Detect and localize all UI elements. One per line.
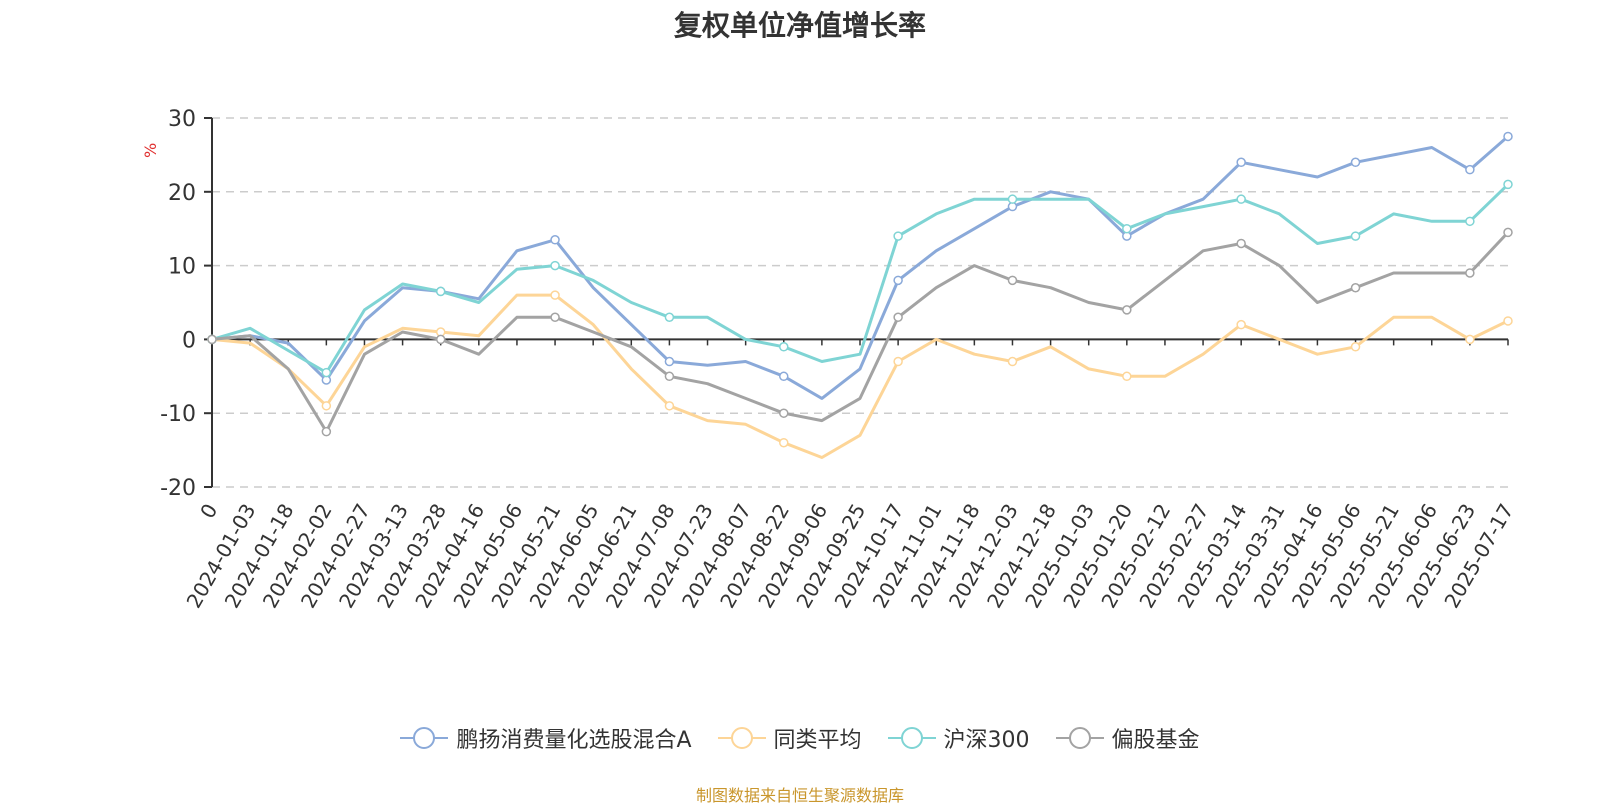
series-point xyxy=(550,260,560,271)
y-tick-label: 10 xyxy=(168,255,196,280)
axes xyxy=(204,117,1509,488)
series-line-1 xyxy=(211,293,1509,459)
series-point xyxy=(321,401,332,411)
series-point xyxy=(664,401,675,411)
y-tick-label: -20 xyxy=(160,476,196,501)
legend-marker-icon xyxy=(717,727,766,749)
series-point xyxy=(893,275,903,286)
legend-item-0[interactable]: 鹏扬消费量化选股混合A xyxy=(400,722,692,754)
series-point xyxy=(1236,238,1246,249)
legend-marker-icon xyxy=(1055,727,1104,749)
y-tick-label: 30 xyxy=(168,107,196,132)
series-lines xyxy=(211,135,1510,459)
series-point xyxy=(1503,227,1513,238)
series-point xyxy=(1350,342,1361,352)
source-note: 制图数据来自恒生聚源数据库 xyxy=(695,786,904,805)
series-point xyxy=(1007,194,1018,204)
series-point xyxy=(207,334,217,345)
series-line-0 xyxy=(211,135,1509,400)
y-tick-label: 0 xyxy=(182,328,196,353)
grid-lines xyxy=(212,117,1508,488)
series-point xyxy=(1465,334,1475,345)
series-point xyxy=(1236,157,1246,168)
series-point xyxy=(664,356,675,367)
legend-label: 鹏扬消费量化选股混合A xyxy=(456,728,692,753)
series-point xyxy=(1007,356,1018,367)
series-point xyxy=(550,312,560,323)
series-point xyxy=(1503,179,1513,190)
series-point xyxy=(664,371,675,382)
legend-marker-icon xyxy=(400,727,449,749)
series-point xyxy=(1465,164,1475,175)
legend-label: 同类平均 xyxy=(773,728,862,753)
series-point xyxy=(550,290,560,300)
y-tick-label: -10 xyxy=(160,402,196,427)
y-axis-label: % xyxy=(141,143,160,158)
series-point xyxy=(321,426,332,437)
series-point xyxy=(1007,275,1018,286)
legend: 鹏扬消费量化选股混合A 同类平均 沪深300 偏股基金 xyxy=(0,722,1600,754)
series-line-2 xyxy=(211,183,1510,375)
series-point xyxy=(664,312,675,323)
series-point xyxy=(893,356,903,367)
series-point xyxy=(779,371,789,382)
series-point xyxy=(435,334,446,345)
series-point xyxy=(1465,216,1475,227)
series-point xyxy=(1350,157,1361,168)
series-point xyxy=(1503,316,1513,326)
series-point xyxy=(1122,371,1132,382)
x-tick-labels: 02024-01-032024-01-182024-02-022024-02-2… xyxy=(182,499,1519,612)
series-point xyxy=(1236,319,1246,330)
series-point xyxy=(779,342,789,352)
legend-marker-icon xyxy=(887,727,936,749)
legend-label: 偏股基金 xyxy=(1111,728,1200,753)
series-point xyxy=(321,367,332,378)
series-point xyxy=(1350,282,1361,293)
series-point xyxy=(779,408,789,418)
series-point xyxy=(893,312,903,323)
series-point xyxy=(1236,194,1246,204)
legend-item-1[interactable]: 同类平均 xyxy=(717,722,862,754)
series-point xyxy=(1122,305,1132,315)
series-point xyxy=(1350,231,1361,241)
series-point xyxy=(435,286,446,297)
chart-title: 复权单位净值增长率 xyxy=(673,9,926,42)
legend-item-2[interactable]: 沪深300 xyxy=(887,722,1030,754)
series-point xyxy=(893,231,903,241)
legend-label: 沪深300 xyxy=(943,728,1030,753)
series-point xyxy=(1503,131,1513,142)
x-tick-label: 0 xyxy=(195,500,222,523)
series-line-3 xyxy=(211,231,1510,434)
series-point xyxy=(779,437,789,448)
y-tick-labels: -20 -10 0 10 20 30 xyxy=(160,107,196,501)
y-tick-label: 20 xyxy=(168,181,196,206)
series-point xyxy=(550,235,560,245)
legend-item-3[interactable]: 偏股基金 xyxy=(1055,722,1200,754)
series-point xyxy=(1122,223,1132,234)
series-points xyxy=(207,131,1513,448)
series-point xyxy=(1465,268,1475,278)
